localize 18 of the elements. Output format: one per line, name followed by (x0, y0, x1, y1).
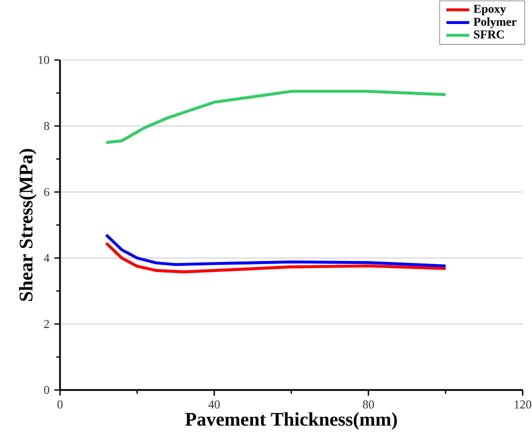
x-tick-label: 40 (208, 400, 220, 408)
line-series (104, 242, 448, 274)
legend-label: Epoxy (474, 4, 506, 16)
line-series (104, 90, 448, 144)
y-tick-label: 4 (44, 254, 50, 262)
y-tick-label: 10 (38, 56, 50, 64)
legend-label: Polymer (474, 17, 516, 28)
y-tick-label: 6 (44, 188, 50, 196)
line-series (104, 233, 448, 268)
x-axis-title: Pavement Thickness(mm) (185, 412, 397, 430)
x-tick-label: 120 (514, 400, 532, 408)
legend-label: SFRC (474, 30, 504, 38)
x-tick-label: 0 (57, 400, 63, 408)
y-tick-label: 0 (44, 386, 50, 394)
y-axis-title: Shear Stress(MPa) (19, 148, 36, 301)
y-tick-label: 2 (44, 320, 49, 328)
x-tick-label: 80 (362, 400, 374, 408)
y-tick-label: 8 (44, 122, 50, 130)
